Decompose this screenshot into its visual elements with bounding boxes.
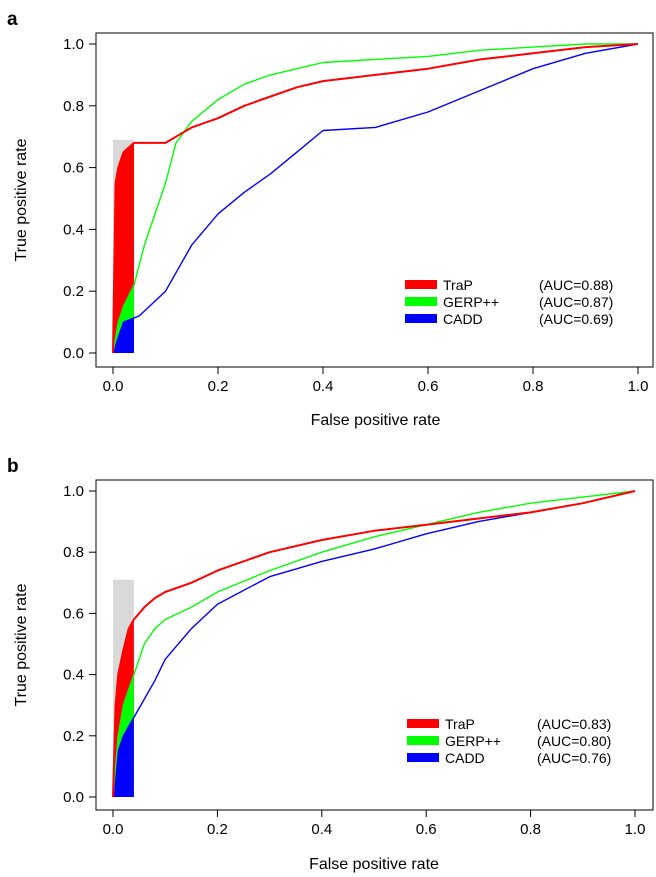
y-tick-label: 0.4 [63,221,84,238]
x-tick-label: 1.0 [625,821,646,838]
legend-label-trap: TraP [445,716,475,732]
x-tick-label: 1.0 [628,378,649,395]
x-tick-label: 0.2 [207,821,228,838]
legend-auc-trap: (AUC=0.83) [537,716,611,732]
auc-fill-cadd [113,317,134,353]
roc-panel-a: a 0.0 0.2 0.4 0.6 0.8 1.0 0.0 0.2 0.4 0.6 0.8 1.0 Fal… [7,9,654,429]
legend-auc-cadd: (AUC=0.69) [539,311,613,327]
series-line-gerppp [112,43,638,354]
legend-auc-gerppp: (AUC=0.87) [539,294,613,310]
x-tick-label: 0.4 [313,378,334,395]
legend-label-gerppp: GERP++ [443,294,499,310]
y-tick-label: 0.0 [63,345,84,362]
y-tick-label: 0.8 [63,544,84,561]
legend-swatch-cadd [405,314,437,323]
x-tick-label: 0.6 [416,821,437,838]
legend-auc-cadd: (AUC=0.76) [537,750,611,766]
legend-label-cadd: CADD [445,750,485,766]
x-tick-label: 0.8 [523,378,544,395]
legend-auc-trap: (AUC=0.88) [539,277,613,293]
series-line-gerppp [112,490,636,798]
auc-fill-cadd [113,717,134,797]
x-tick-label: 0.8 [520,821,541,838]
y-tick-label: 1.0 [63,483,84,500]
y-axis-label: True positive rate [13,138,30,261]
x-axis-label: False positive rate [309,856,439,873]
legend-label-trap: TraP [443,277,473,293]
y-tick-label: 0.2 [63,283,84,300]
y-tick-label: 0.8 [63,98,84,115]
y-tick-label: 0.4 [63,667,84,684]
legend-label-cadd: CADD [443,311,483,327]
legend-swatch-cadd [407,753,439,762]
x-tick-label: 0.0 [103,378,124,395]
legend-swatch-trap [405,280,437,289]
y-axis-label: True positive rate [13,583,30,706]
x-tick-label: 0.0 [103,821,124,838]
panel-letter: a [7,9,18,30]
y-tick-label: 0.6 [63,605,84,622]
series-line-cadd [112,490,636,798]
y-tick-label: 0.0 [63,789,84,806]
x-axis-label: False positive rate [311,412,441,429]
legend-label-gerppp: GERP++ [445,733,501,749]
legend-swatch-gerppp [407,736,439,745]
series-line-trap [112,43,639,354]
plot-frame [95,479,654,811]
y-tick-label: 1.0 [63,36,84,53]
legend-swatch-trap [407,719,439,728]
x-tick-label: 0.2 [208,378,229,395]
y-tick-label: 0.6 [63,160,84,177]
roc-panel-b: b 0.0 0.2 0.4 0.6 0.8 1.0 0.0 0.2 0.4 0.6 0.8 1.0 Fal… [7,456,654,873]
y-tick-label: 0.2 [63,728,84,745]
series-line-cadd [112,43,639,354]
x-tick-label: 0.6 [418,378,439,395]
legend-swatch-gerppp [405,297,437,306]
plot-frame [95,32,654,368]
panel-letter: b [7,456,19,477]
legend-auc-gerppp: (AUC=0.80) [537,733,611,749]
series-line-trap [112,490,636,798]
x-tick-label: 0.4 [311,821,332,838]
